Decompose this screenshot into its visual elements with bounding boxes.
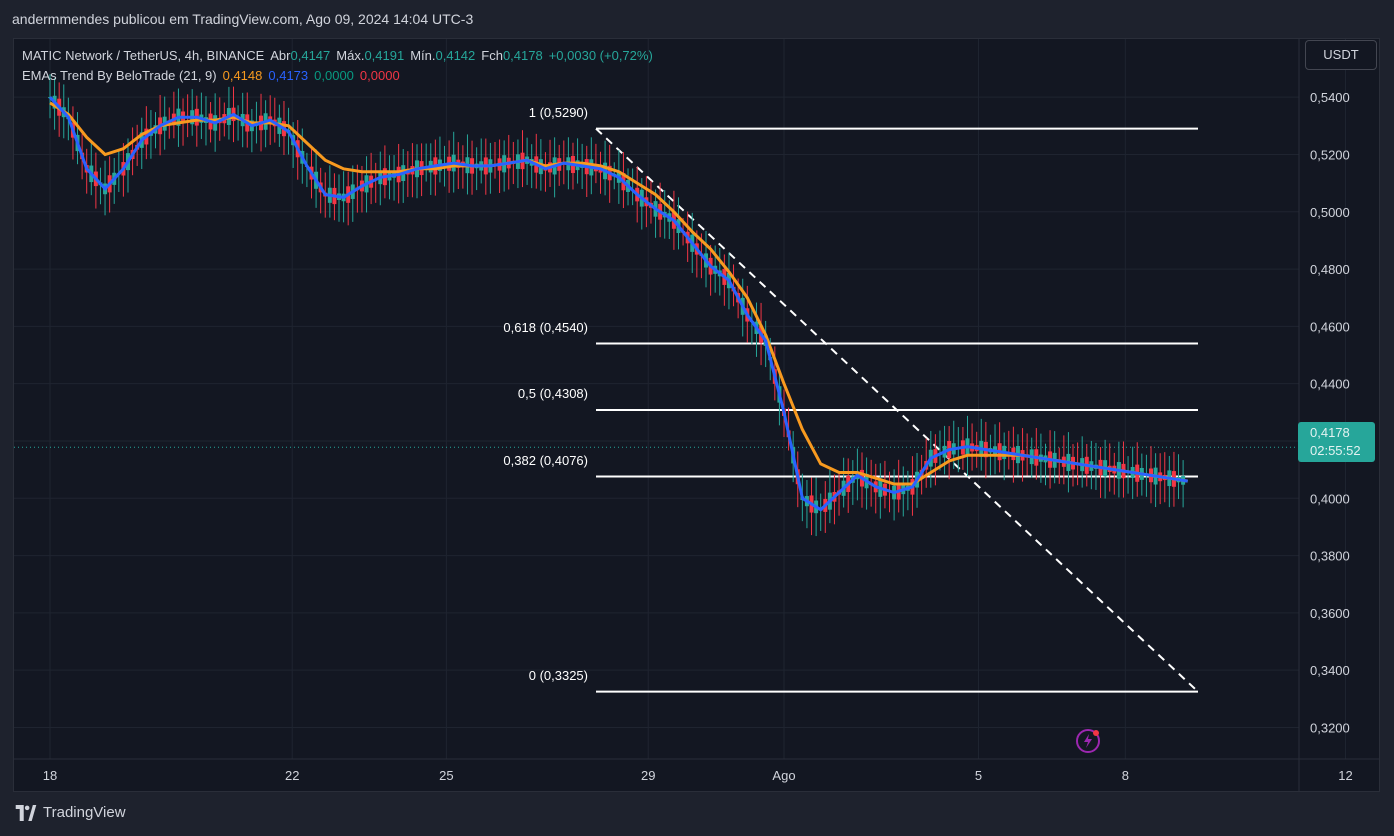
y-tick-label: 0,4800 — [1310, 262, 1350, 277]
currency-button[interactable]: USDT — [1305, 40, 1377, 70]
change-value: +0,0030 (+0,72%) — [548, 48, 653, 63]
x-tick-label: 22 — [285, 768, 299, 783]
high-label: Máx. — [336, 48, 365, 63]
x-tick-label: 18 — [43, 768, 57, 783]
x-tick-label: 25 — [439, 768, 453, 783]
legend-row-indicator: EMAs Trend By BeloTrade (21, 9) 0,4148 0,4… — [22, 66, 659, 86]
indicator-value-3: 0,0000 — [314, 68, 354, 83]
ema21-value: 0,4148 — [222, 68, 263, 83]
close-value: 0,4178 — [502, 48, 543, 63]
tradingview-logo-icon — [15, 804, 37, 821]
open-label: Abr — [270, 48, 291, 63]
y-tick-label: 0,5000 — [1310, 205, 1350, 220]
fib-level-label: 0 (0,3325) — [528, 667, 588, 683]
last-price-tag: 0,4178 02:55:52 — [1298, 422, 1375, 462]
last-price: 0,4178 — [1310, 425, 1350, 440]
fib-level-label: 0,618 (0,4540) — [503, 319, 588, 335]
x-tick-label: Ago — [772, 768, 795, 783]
fib-level-label: 0,5 (0,4308) — [517, 386, 588, 402]
low-value: 0,4142 — [435, 48, 476, 63]
legend-row-symbol: MATIC Network / TetherUS, 4h, BINANCE Abr… — [22, 46, 659, 66]
brand-name: TradingView — [43, 804, 126, 821]
fib-level-label: 1 (0,5290) — [528, 104, 588, 120]
y-tick-label: 0,5400 — [1310, 90, 1350, 105]
low-label: Mín. — [410, 48, 436, 63]
y-tick-label: 0,3800 — [1310, 549, 1350, 564]
y-tick-label: 0,4600 — [1310, 319, 1350, 334]
indicator-name[interactable]: EMAs Trend By BeloTrade (21, 9) — [22, 68, 217, 83]
fib-level-label: 0,382 (0,4076) — [503, 452, 588, 468]
y-tick-label: 0,3600 — [1310, 606, 1350, 621]
y-tick-label: 0,3200 — [1310, 720, 1350, 735]
fib-trend-line — [595, 127, 1199, 693]
y-tick-label: 0,5200 — [1310, 147, 1350, 162]
close-label: Fch — [481, 48, 503, 63]
bar-countdown: 02:55:52 — [1310, 443, 1361, 458]
chart-frame[interactable]: 0,54000,52000,50000,48000,46000,44000,42… — [13, 38, 1380, 792]
x-tick-label: 8 — [1122, 768, 1129, 783]
open-value: 0,4147 — [290, 48, 331, 63]
x-tick-label: 29 — [641, 768, 655, 783]
top-bar: andermmendes publicou em TradingView.com… — [0, 0, 1394, 38]
y-tick-label: 0,3400 — [1310, 663, 1350, 678]
indicator-value-4: 0,0000 — [359, 68, 400, 83]
publisher-caption: andermmendes publicou em TradingView.com… — [12, 11, 474, 27]
tradingview-brand[interactable]: TradingView — [14, 804, 126, 821]
x-tick-label: 5 — [975, 768, 982, 783]
x-tick-label: 12 — [1338, 768, 1352, 783]
legend: MATIC Network / TetherUS, 4h, BINANCE Abr… — [22, 46, 659, 86]
ema9-value: 0,4173 — [268, 68, 309, 83]
y-tick-label: 0,4000 — [1310, 491, 1350, 506]
high-value: 0,4191 — [364, 48, 405, 63]
chart-plot[interactable]: 0,54000,52000,50000,48000,46000,44000,42… — [14, 39, 1379, 791]
ema-series-line — [48, 96, 1188, 512]
y-tick-label: 0,4400 — [1310, 377, 1350, 392]
flash-icon[interactable] — [1075, 727, 1103, 755]
symbol-title[interactable]: MATIC Network / TetherUS, 4h, BINANCE — [22, 48, 265, 63]
